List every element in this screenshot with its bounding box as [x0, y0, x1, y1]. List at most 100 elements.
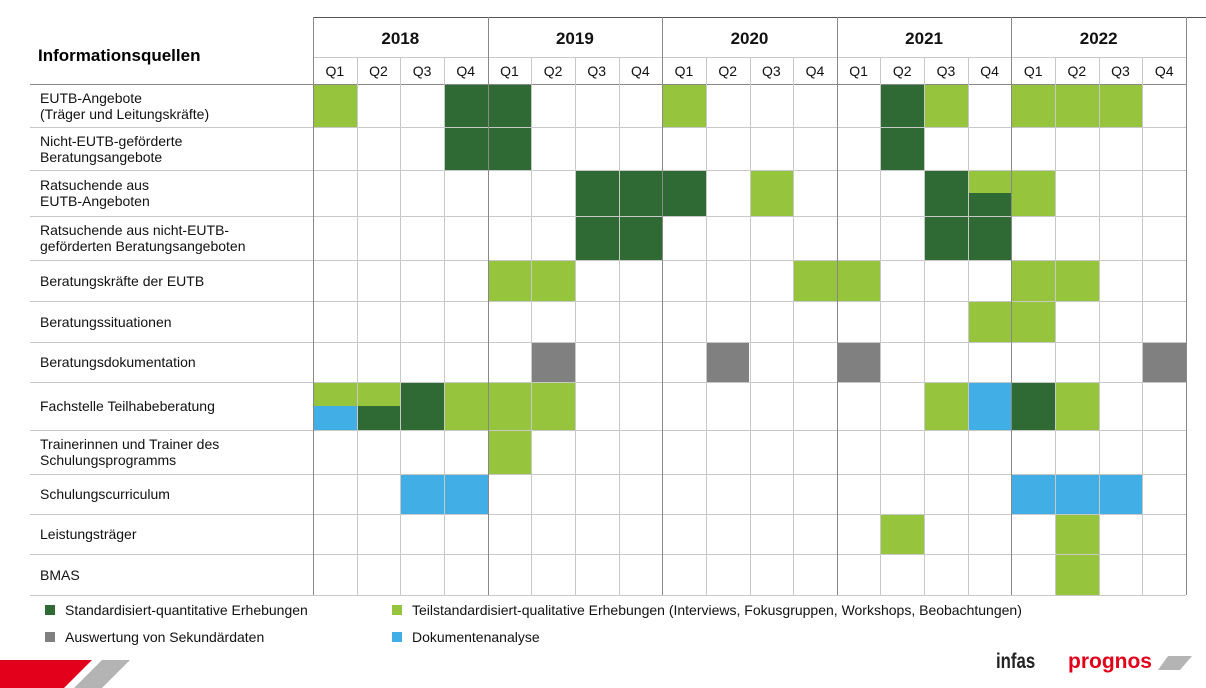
row-label: BMAS: [40, 566, 80, 583]
logo-infas: infas: [996, 650, 1036, 673]
cell-fill: [443, 382, 488, 430]
cell-fill: [924, 382, 968, 430]
grid-line: [1011, 17, 1013, 595]
row-label: Leistungsträger: [40, 526, 137, 542]
cell-fill: [1011, 260, 1056, 301]
row-label: Ratsuchende aus nicht-EUTB- geförderten …: [40, 222, 246, 254]
cell-fill: [924, 84, 968, 127]
grid-line: [30, 170, 1186, 171]
cell-fill: [1055, 382, 1099, 430]
grid-line: [30, 554, 1186, 555]
cell-fill: [400, 382, 444, 430]
cell-fill: [1055, 554, 1099, 595]
year-label: 2022: [1079, 28, 1118, 48]
grid-line: [30, 260, 1186, 261]
cell-fill: [967, 382, 1012, 430]
quarter-label: Q4: [980, 62, 999, 79]
cell-fill: [313, 382, 357, 406]
cell-fill: [313, 84, 357, 127]
row-label: Trainerinnen und Trainer des Schulungspr…: [40, 436, 220, 468]
cell-fill: [705, 342, 750, 382]
grid-line: [30, 382, 1186, 383]
quarter-label: Q1: [1023, 62, 1043, 79]
cell-fill: [487, 260, 532, 301]
grid-line: [618, 57, 620, 595]
cell-fill: [1055, 514, 1099, 554]
grid-line: [967, 57, 969, 595]
quarter-label: Q4: [1154, 62, 1174, 79]
logo-prognos: prognos: [1068, 650, 1152, 673]
grid-line: [30, 127, 1186, 128]
quarter-label: Q2: [543, 62, 563, 79]
quarter-label: Q3: [1111, 62, 1130, 79]
grid-line: [30, 301, 1186, 302]
legend-label: Dokumentenanalyse: [412, 629, 540, 645]
logo-mark: [1158, 656, 1192, 670]
grid-line: [1186, 17, 1187, 595]
row-label: Beratungssituationen: [40, 313, 172, 330]
cell-fill: [793, 260, 837, 301]
legend-swatch: [45, 632, 55, 642]
cell-fill: [356, 406, 401, 430]
cell-fill: [1011, 382, 1056, 430]
row-label: Beratungsdokumentation: [40, 354, 196, 370]
quarter-label: Q2: [369, 62, 388, 79]
grid-line: [705, 57, 707, 595]
grid-line: [1098, 57, 1100, 595]
cell-fill: [531, 382, 575, 430]
cell-fill: [313, 406, 357, 430]
cell-fill: [1098, 474, 1143, 514]
grid-line: [836, 17, 838, 595]
cell-fill: [967, 301, 1012, 342]
cell-fill: [662, 170, 706, 216]
quarter-label: Q2: [892, 62, 912, 79]
quarter-label: Q1: [674, 62, 694, 79]
grid-line: [793, 57, 795, 595]
quarter-label: Q3: [587, 62, 607, 79]
cell-fill: [836, 260, 881, 301]
row-label: Fachstelle Teilhabeberatung: [40, 398, 215, 414]
grid-line: [30, 430, 1186, 431]
cell-fill: [1011, 84, 1056, 127]
grid-line: [1142, 57, 1144, 595]
quarter-label: Q1: [500, 62, 519, 79]
quarter-label: Q3: [761, 62, 781, 79]
cell-fill: [924, 216, 968, 260]
cell-fill: [1011, 474, 1056, 514]
cell-fill: [443, 84, 488, 127]
grid-line: [662, 17, 664, 595]
cell-fill: [967, 216, 1012, 260]
cell-fill: [618, 216, 663, 260]
cell-fill: [574, 216, 619, 260]
grid-line: [30, 595, 1186, 596]
year-label: 2020: [730, 28, 769, 48]
cell-fill: [836, 342, 881, 382]
year-label: 2019: [555, 28, 594, 48]
grid-line: [924, 57, 926, 595]
legend-label: Auswertung von Sekundärdaten: [65, 629, 265, 645]
cell-fill: [1011, 301, 1056, 342]
cell-fill: [1055, 84, 1099, 127]
quarter-label: Q3: [412, 62, 432, 79]
cell-fill: [356, 382, 401, 406]
grid-line: [443, 57, 445, 595]
cell-fill: [924, 170, 968, 216]
quarter-label: Q4: [456, 62, 476, 79]
quarter-label: Q4: [805, 62, 825, 79]
cell-fill: [749, 170, 794, 216]
header-title: Informationsquellen: [38, 46, 201, 65]
grid-line: [30, 342, 1186, 343]
cell-fill: [880, 514, 925, 554]
grid-line: [487, 17, 489, 595]
grid-line: [313, 17, 314, 595]
legend-swatch: [392, 632, 402, 642]
cell-fill: [880, 127, 925, 170]
legend-label: Teilstandardisiert-qualitative Erhebunge…: [412, 602, 1022, 618]
grid-line: [1055, 57, 1057, 595]
quarter-label: Q1: [325, 62, 345, 79]
cell-fill: [487, 430, 532, 474]
cell-fill: [487, 127, 532, 170]
cell-fill: [531, 342, 575, 382]
cell-fill: [531, 260, 575, 301]
